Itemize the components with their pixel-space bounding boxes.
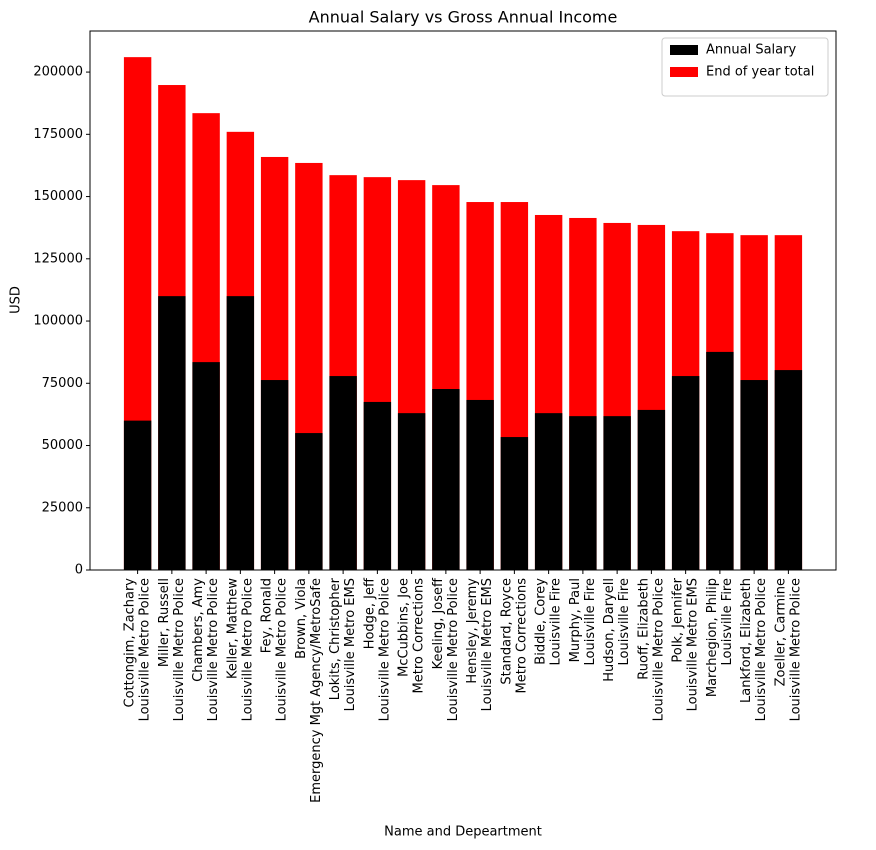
x-tick-label: Louisville Metro EMS — [686, 578, 701, 711]
x-tick-label: McCubbins, Joe — [397, 578, 412, 677]
y-tick-label: 150000 — [33, 189, 83, 204]
x-tick-label: Standard, Royce — [499, 578, 514, 685]
y-tick-label: 0 — [75, 563, 83, 578]
y-tick-label: 25000 — [42, 500, 83, 515]
bar — [466, 399, 494, 570]
x-tick-label: Hodge, Jeff — [362, 577, 377, 649]
x-tick-label: Louisville Metro Police — [788, 578, 803, 721]
bar — [500, 437, 529, 570]
x-tick-label: Cottongim, Zachary — [123, 578, 138, 708]
bar — [671, 376, 700, 570]
x-tick-label: Louisville Metro Police — [275, 578, 290, 721]
x-tick-label: Chambers, Amy — [191, 578, 206, 682]
x-tick-label: Louisville Metro Police — [377, 578, 392, 721]
bar — [637, 409, 666, 570]
bar — [192, 362, 220, 570]
x-tick-label: Louisville Metro Police — [446, 578, 461, 721]
x-axis-label: Name and Depeartment — [384, 825, 542, 840]
x-tick-label: Louisville Fire — [549, 578, 564, 665]
bar — [432, 389, 460, 570]
x-tick-label: Brown, Viola — [294, 578, 309, 659]
bar — [363, 401, 392, 570]
bar — [534, 413, 563, 570]
legend-label: Annual Salary — [706, 43, 796, 58]
bar — [158, 296, 186, 570]
bar — [123, 420, 152, 570]
bar — [774, 370, 803, 570]
x-tick-label: Louisville Metro EMS — [343, 578, 358, 711]
x-tick-label: Louisville Metro Police — [138, 578, 153, 721]
x-tick-label: Ruoff, Elizabeth — [636, 578, 651, 680]
x-tick-label: Louisville Fire — [617, 578, 632, 665]
x-tick-label: Louisville Metro EMS — [480, 578, 495, 711]
x-tick-label: Murphy, Paul — [568, 578, 583, 662]
x-tick-label: Louisville Fire — [583, 578, 598, 665]
bar — [295, 433, 323, 570]
y-axis-label: USD — [9, 286, 24, 314]
bar — [603, 416, 631, 570]
bar — [706, 351, 734, 570]
x-tick-label: Emergency Mgt Agency/MetroSafe — [309, 578, 324, 803]
bar — [740, 380, 768, 570]
x-tick-label: Miller, Russell — [157, 578, 172, 667]
x-tick-label: Louisville Metro Police — [240, 578, 255, 721]
chart-title: Annual Salary vs Gross Annual Income — [309, 8, 618, 27]
legend-label: End of year total — [706, 65, 814, 80]
legend-swatch — [670, 45, 698, 55]
x-tick-label: Polk, Jennifer — [671, 577, 686, 662]
x-tick-label: Biddle, Corey — [534, 578, 549, 665]
legend-box — [661, 37, 829, 97]
x-tick-label: Marchegion, Philip — [705, 578, 720, 697]
x-tick-label: Lankford, Elizabeth — [739, 578, 754, 703]
bar — [397, 413, 426, 570]
x-tick-label: Lokits, Christopher — [328, 577, 343, 700]
bar — [569, 416, 597, 570]
y-tick-label: 75000 — [42, 376, 83, 391]
x-tick-label: Keller, Matthew — [225, 578, 240, 679]
x-tick-label: Keeling, Joseff — [431, 577, 446, 669]
y-tick-label: 50000 — [42, 438, 83, 453]
x-tick-label: Louisville Fire — [720, 578, 735, 665]
x-tick-label: Louisville Metro Police — [651, 578, 666, 721]
x-tick-label: Louisville Metro Police — [172, 578, 187, 721]
plot-frame — [89, 30, 837, 571]
x-tick-label: Metro Corrections — [514, 578, 529, 694]
x-tick-label: Metro Corrections — [412, 578, 427, 694]
x-tick-label: Fey, Ronald — [260, 578, 275, 653]
bar — [329, 376, 357, 570]
x-tick-label: Hudson, Daryell — [602, 578, 617, 682]
y-tick-label: 125000 — [33, 251, 83, 266]
legend-swatch — [670, 67, 698, 77]
bar — [260, 380, 289, 570]
y-tick-label: 100000 — [33, 314, 83, 329]
x-tick-label: Hensley, Jeremy — [465, 578, 480, 684]
x-tick-label: Zoeller, Carmine — [773, 578, 788, 686]
x-tick-label: Louisville Metro Police — [754, 578, 769, 721]
y-tick-label: 200000 — [33, 65, 83, 80]
x-tick-label: Louisville Metro Police — [206, 578, 221, 721]
y-tick-label: 175000 — [33, 127, 83, 142]
bar — [226, 296, 255, 570]
